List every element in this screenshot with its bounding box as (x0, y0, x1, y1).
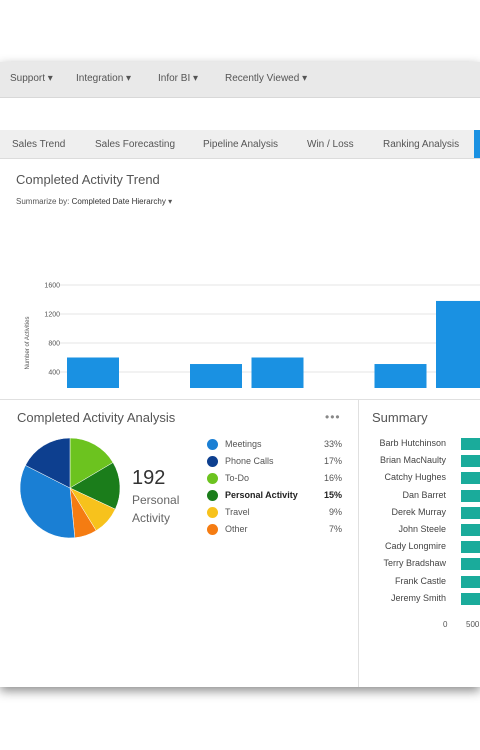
summary-row[interactable]: Frank Castle (358, 574, 480, 591)
tab-sales-forecasting[interactable]: Sales Forecasting (95, 139, 176, 150)
bar (67, 357, 119, 388)
legend-percent: 16% (323, 473, 342, 483)
tab-pipeline-analysis[interactable]: Pipeline Analysis (203, 139, 279, 150)
pie-slice[interactable] (69, 437, 114, 489)
rep-bar (461, 438, 480, 450)
nav-recently-viewed[interactable]: Recently Viewed ▾ (225, 73, 308, 84)
section-divider (0, 399, 480, 400)
y-tick-label: 400 (48, 370, 60, 377)
legend-item[interactable]: Travel 9% (207, 506, 342, 520)
rep-bar (461, 592, 480, 605)
rep-name: Catchy Hughes (384, 472, 446, 483)
rep-name: John Steele (398, 524, 446, 534)
rep-name: Derek Murray (391, 506, 446, 517)
summary-row[interactable]: Barb Hutchinson (358, 436, 480, 453)
tab-bar: Sales Trend Sales Forecasting Pipeline A… (0, 130, 480, 159)
rep-name: Cady Longmire (384, 541, 446, 552)
summary-axis-tick: 500 (466, 620, 480, 629)
rep-bar (461, 541, 480, 554)
trend-title: Completed Activity Trend (16, 172, 160, 187)
bar (190, 364, 242, 388)
nav-integration[interactable]: Integration ▾ (76, 73, 132, 84)
big-value: 192 (132, 467, 166, 489)
summary-row[interactable]: Brian MacNaulty (358, 453, 480, 470)
summary-row[interactable]: Terry Bradshaw (358, 556, 480, 573)
dashboard-window: Support ▾ Integration ▾ Infor BI ▾ Recen… (0, 62, 480, 687)
rep-bar (461, 558, 480, 571)
legend-label: Phone Calls (225, 456, 274, 466)
rep-bar (461, 575, 480, 588)
tab-sales-trend[interactable]: Sales Trend (12, 139, 66, 150)
y-axis-label: Number of Activities (25, 316, 31, 369)
bar (374, 364, 427, 388)
nav-support[interactable]: Support ▾ (10, 73, 53, 84)
rep-bar (461, 472, 480, 485)
legend-label: Other (225, 524, 248, 534)
bar (436, 300, 480, 388)
analysis-title: Completed Activity Analysis (17, 410, 176, 425)
rep-name: Dan Barret (402, 489, 446, 500)
pie-slice[interactable] (69, 462, 121, 510)
summary-axis-tick: 0 (443, 620, 448, 629)
more-options-icon[interactable]: ••• (325, 410, 341, 424)
legend-item[interactable]: Personal Activity 15% (207, 489, 342, 503)
tab-win-loss[interactable]: Win / Loss (307, 139, 354, 150)
summary-row[interactable]: Cady Longmire (358, 539, 480, 556)
top-nav: Support ▾ Integration ▾ Infor BI ▾ Recen… (0, 62, 480, 98)
summary-row[interactable]: Dan Barret (358, 488, 480, 505)
legend-item[interactable]: Phone Calls 17% (207, 455, 342, 469)
summarize-by[interactable]: Summarize by: Completed Date Hierarchy ▾ (16, 197, 173, 206)
summary-row[interactable]: John Steele (358, 522, 480, 539)
legend-dot-icon (207, 507, 218, 518)
summary-row[interactable]: Catchy Hughes (358, 470, 480, 487)
legend-dot-icon (207, 473, 218, 484)
summarize-label: Summarize by: (16, 197, 70, 206)
rep-name: Brian MacNaulty (379, 455, 446, 466)
activity-pie-chart (19, 437, 121, 539)
panel-divider (358, 400, 359, 687)
legend-dot-icon (207, 524, 218, 535)
rep-bar (461, 506, 480, 519)
legend-label: Meetings (225, 439, 262, 449)
legend-item[interactable]: To-Do 16% (207, 472, 342, 486)
tab-ranking-analysis[interactable]: Ranking Analysis (383, 139, 460, 150)
rep-bar (461, 489, 480, 502)
summarize-value: Completed Date Hierarchy (71, 197, 166, 206)
legend-label: Personal Activity (225, 490, 298, 500)
rep-name: Barb Hutchinson (379, 438, 446, 448)
legend-label: To-Do (225, 473, 250, 483)
legend-item[interactable]: Other 7% (207, 523, 342, 537)
legend-percent: 17% (323, 456, 342, 466)
big-label-line2: Activity (132, 511, 171, 525)
legend-dot-icon (207, 490, 218, 501)
rep-name: Terry Bradshaw (383, 558, 446, 569)
rep-name: Jeremy Smith (390, 592, 446, 603)
y-tick-label: 1600 (44, 283, 60, 290)
rep-bar (461, 455, 480, 468)
summary-row[interactable]: Derek Murray (358, 505, 480, 522)
y-tick-label: 1200 (44, 312, 60, 319)
summary-title: Summary (372, 410, 428, 425)
rep-bar (461, 524, 480, 536)
rep-name: Frank Castle (394, 575, 446, 586)
legend-item[interactable]: Meetings 33% (207, 438, 342, 452)
legend-percent: 15% (323, 490, 342, 500)
pie-slice[interactable] (25, 437, 71, 489)
activity-trend-chart: Number of Activities160012008004000Q1Q2Q… (25, 283, 480, 388)
legend-percent: 7% (328, 524, 342, 534)
legend-percent: 33% (323, 439, 342, 449)
bar (251, 357, 304, 388)
tab-active-indicator[interactable] (474, 130, 480, 158)
y-tick-label: 800 (48, 341, 60, 348)
nav-infor-bi[interactable]: Infor BI ▾ (158, 73, 199, 84)
summary-row[interactable]: Jeremy Smith (358, 591, 480, 608)
legend-percent: 9% (328, 507, 342, 517)
big-label-line1: Personal (132, 493, 180, 507)
legend-dot-icon (207, 439, 218, 450)
legend-dot-icon (207, 456, 218, 467)
legend-label: Travel (225, 507, 250, 517)
